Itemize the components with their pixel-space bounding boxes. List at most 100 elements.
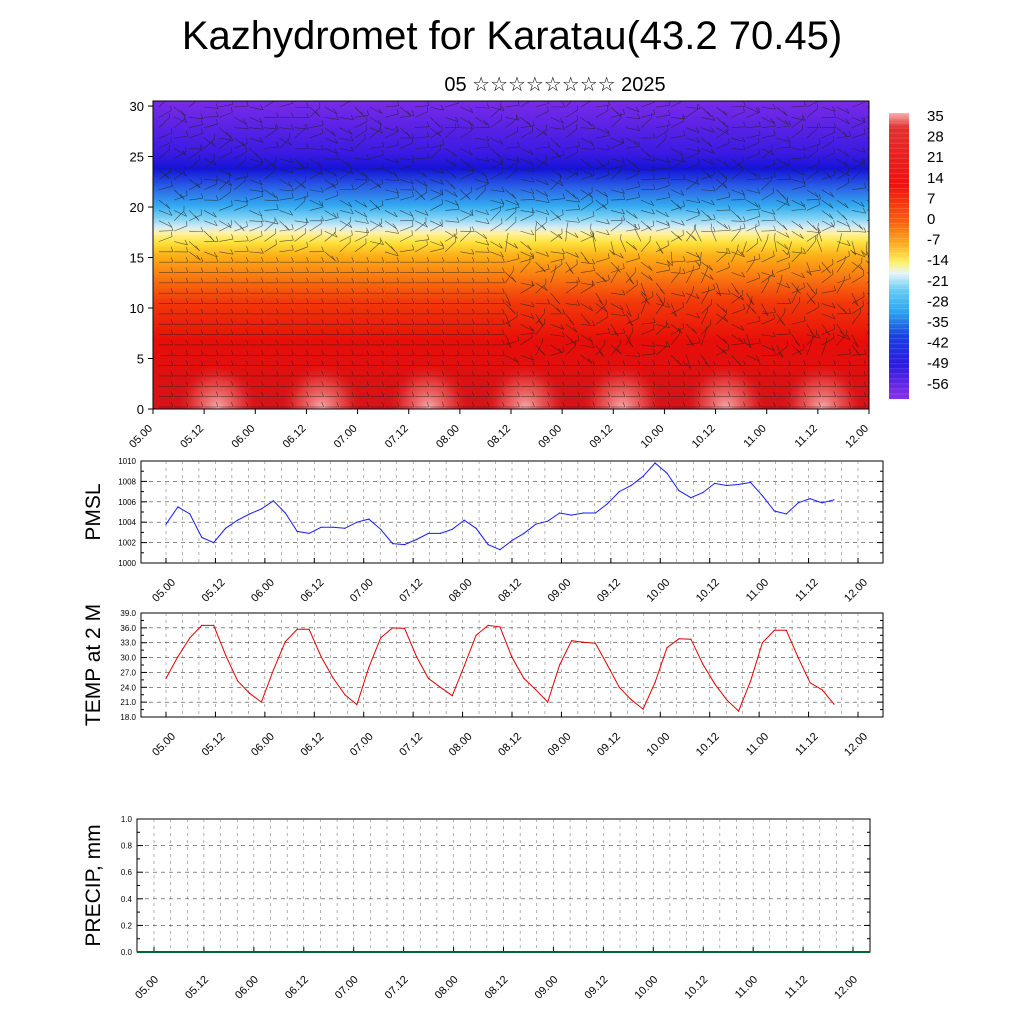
wind-barb bbox=[219, 151, 232, 159]
wind-barb-flag bbox=[499, 159, 504, 165]
wind-barb-flag bbox=[439, 179, 444, 185]
warm-surface-blob bbox=[683, 361, 768, 409]
wind-barb bbox=[520, 323, 534, 332]
wind-barb-flag bbox=[306, 391, 309, 397]
wind-barb bbox=[369, 183, 383, 191]
wind-barb-flag bbox=[634, 223, 636, 229]
wind-barb bbox=[761, 318, 775, 325]
wind-barb bbox=[791, 179, 806, 184]
wind-barb bbox=[865, 241, 868, 256]
wind-barb-flag bbox=[170, 298, 174, 304]
pmsl-panel-x-tick-label: 08.00 bbox=[447, 577, 475, 605]
wind-barb bbox=[475, 210, 489, 215]
wind-barb-flag bbox=[456, 257, 460, 263]
wind-barb bbox=[535, 222, 547, 232]
wind-barb-flag bbox=[319, 169, 323, 175]
cross-x-tick-label: 06.12 bbox=[281, 423, 309, 451]
wind-barb-flag bbox=[803, 282, 805, 288]
wind-barb-flag bbox=[241, 141, 246, 147]
wind-barb bbox=[490, 251, 504, 258]
wind-barb-flag bbox=[471, 350, 475, 356]
wind-barb bbox=[716, 344, 727, 355]
wind-barb bbox=[264, 170, 276, 180]
wind-barb bbox=[640, 282, 647, 297]
wind-barb-flag bbox=[711, 199, 715, 206]
wind-barb-flag bbox=[426, 360, 430, 366]
wind-barb bbox=[550, 179, 561, 190]
wind-barb-flag bbox=[426, 240, 428, 246]
wind-barb-flag bbox=[816, 233, 818, 239]
wind-barb bbox=[490, 172, 503, 180]
wind-barb-flag bbox=[291, 244, 294, 251]
wind-barb-flag bbox=[185, 298, 189, 304]
wind-barb bbox=[414, 111, 428, 118]
wind-barb bbox=[656, 344, 670, 348]
wind-barb bbox=[716, 127, 729, 135]
wind-barb-flag bbox=[456, 122, 460, 128]
wind-barb bbox=[836, 313, 851, 315]
wind-barb bbox=[550, 179, 564, 187]
wind-barb bbox=[399, 106, 412, 117]
wind-barb bbox=[773, 237, 777, 252]
wind-barb-flag bbox=[668, 264, 671, 271]
wind-barb-flag bbox=[616, 111, 622, 117]
wind-barb-flag bbox=[773, 360, 776, 366]
wind-barb-flag bbox=[737, 215, 742, 221]
colorbar-label: 21 bbox=[927, 149, 944, 166]
wind-barb-flag bbox=[738, 337, 744, 343]
pmsl-panel-data-point bbox=[499, 549, 501, 551]
wind-barb-flag bbox=[516, 156, 520, 162]
wind-barb-flag bbox=[246, 308, 249, 315]
wind-barb-flag bbox=[531, 301, 535, 308]
wind-barb-flag bbox=[786, 200, 790, 206]
wind-barb bbox=[776, 163, 790, 170]
temp-panel-data-point bbox=[296, 628, 298, 630]
colorbar-label: -56 bbox=[927, 376, 949, 393]
wind-barb-flag bbox=[706, 264, 708, 271]
wind-barb bbox=[158, 236, 173, 242]
precip-panel-data-point bbox=[594, 951, 596, 953]
wind-barb-flag bbox=[780, 320, 786, 326]
wind-barb bbox=[656, 114, 670, 118]
wind-barb-flag bbox=[165, 203, 171, 210]
wind-barb-flag bbox=[468, 119, 473, 126]
wind-barb-flag bbox=[668, 110, 671, 116]
wind-barb bbox=[354, 234, 368, 242]
temp-panel-x-tick-label: 08.12 bbox=[496, 731, 524, 759]
wind-barb bbox=[610, 313, 625, 317]
wind-barb-flag bbox=[231, 200, 233, 206]
wind-barb bbox=[806, 262, 812, 276]
wind-barb-flag bbox=[577, 401, 581, 408]
wind-barb bbox=[219, 112, 233, 118]
wind-barb-flag bbox=[652, 174, 656, 180]
wind-barb-flag bbox=[246, 101, 249, 107]
wind-barb-flag bbox=[363, 202, 368, 208]
wind-barb-flag bbox=[170, 231, 173, 237]
wind-barb bbox=[791, 290, 798, 304]
wind-barb bbox=[550, 210, 562, 221]
wind-barb bbox=[309, 107, 320, 118]
wind-barb bbox=[595, 344, 605, 356]
cross-y-tick-label: 15 bbox=[130, 251, 144, 266]
wind-barb-flag bbox=[456, 370, 460, 377]
wind-barb bbox=[565, 285, 578, 294]
wind-barb bbox=[776, 117, 789, 126]
wind-barb bbox=[746, 178, 761, 180]
wind-barb bbox=[475, 241, 489, 246]
wind-barb-flag bbox=[351, 257, 355, 263]
wind-barb bbox=[580, 202, 593, 211]
wind-barb-flag bbox=[547, 106, 549, 112]
wind-barb bbox=[625, 332, 633, 346]
wind-barb bbox=[640, 300, 647, 315]
wind-barb bbox=[189, 124, 203, 128]
wind-barb bbox=[741, 241, 747, 255]
wind-barb bbox=[565, 109, 578, 118]
wind-barb-flag bbox=[547, 360, 550, 366]
wind-barb-flag bbox=[260, 248, 264, 254]
wind-barb-flag bbox=[782, 224, 788, 231]
wind-barb-flag bbox=[875, 358, 879, 363]
wind-barb-flag bbox=[185, 267, 189, 273]
wind-barb-flag bbox=[306, 191, 309, 197]
wind-barb-flag bbox=[783, 110, 788, 117]
wind-barb-flag bbox=[818, 302, 820, 308]
